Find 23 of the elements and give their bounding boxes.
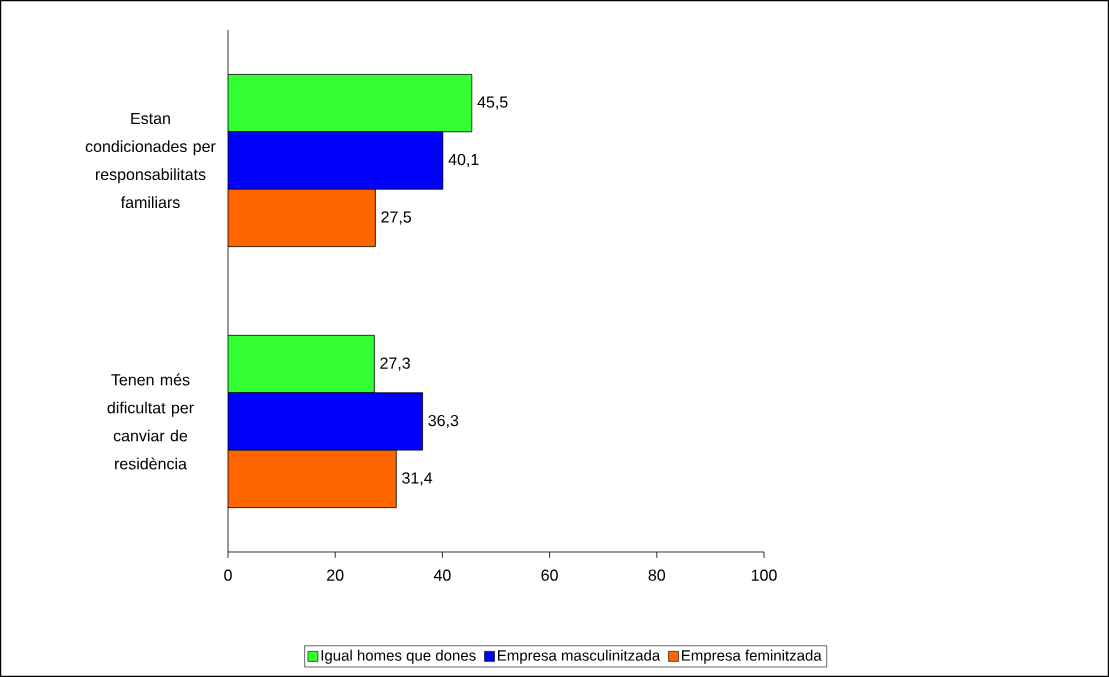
x-tick-label: 60: [541, 569, 558, 581]
data-label: 27,3: [380, 357, 410, 371]
bar: [228, 334, 375, 394]
x-tick-label: 20: [327, 569, 344, 581]
bar: [228, 131, 444, 190]
y-tick-label: Tenen més dificultat per canviar de residència: [107, 373, 194, 470]
data-label: 31,4: [402, 472, 433, 486]
bar: [228, 188, 376, 248]
x-tick-label: 0: [224, 569, 232, 581]
bar: [228, 392, 423, 451]
x-tick-label: 80: [648, 569, 666, 581]
x-tick-label: 100: [751, 569, 777, 581]
data-label: 40,1: [448, 153, 479, 168]
bar: [228, 73, 473, 133]
y-tick-label: Estan condicionades per responsabilitats familiars: [85, 112, 216, 209]
data-label: 27,5: [381, 211, 412, 225]
legend-label: Empresa masculinitzada: [498, 649, 661, 664]
bar: [228, 449, 397, 509]
legend-label: Empresa feminitzada: [682, 649, 822, 664]
x-tick-label: 40: [433, 569, 451, 581]
data-label: 45,5: [477, 96, 508, 110]
legend-label: Igual homes que dones: [321, 649, 476, 664]
data-label: 36,3: [428, 414, 459, 429]
